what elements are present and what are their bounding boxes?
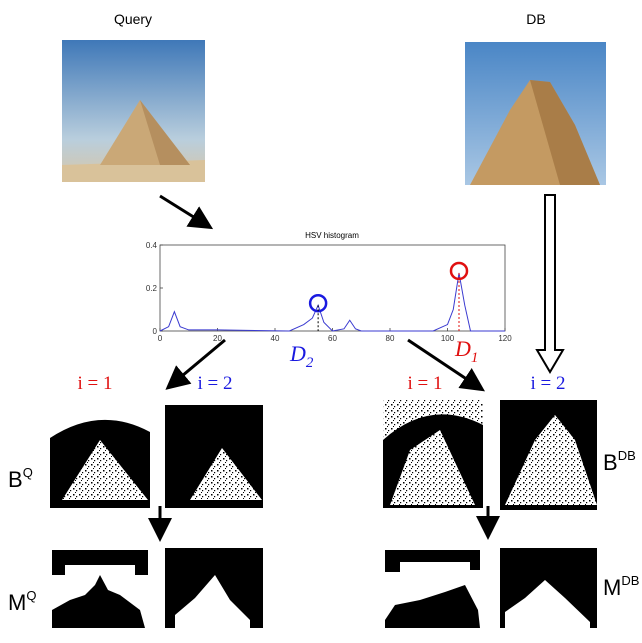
mask-base: M bbox=[8, 590, 26, 615]
x-tick-label: 120 bbox=[498, 334, 512, 343]
peak-symbol: D bbox=[454, 336, 471, 361]
index-label: i = 2 bbox=[531, 373, 566, 394]
index-label: i = 2 bbox=[198, 373, 233, 394]
y-tick-label: 0.2 bbox=[146, 284, 158, 293]
mask-sup: DB bbox=[621, 573, 639, 588]
mask-label: BQ bbox=[8, 465, 33, 492]
index-label: i = 1 bbox=[408, 373, 443, 394]
mask-mq1 bbox=[50, 548, 150, 628]
mask-label: MDB bbox=[603, 573, 639, 600]
mask-base: B bbox=[8, 467, 23, 492]
x-tick-label: 60 bbox=[328, 334, 337, 343]
arrow bbox=[160, 196, 208, 226]
peak-subscript: 2 bbox=[306, 355, 314, 371]
histogram-title: HSV histogram bbox=[305, 231, 359, 240]
mask-label: MQ bbox=[8, 588, 36, 615]
x-tick-label: 20 bbox=[213, 334, 222, 343]
mask-bdb2 bbox=[500, 400, 597, 510]
x-tick-label: 100 bbox=[441, 334, 455, 343]
peak-label: D1 bbox=[454, 336, 478, 366]
mask-sup: Q bbox=[23, 465, 33, 480]
diagram: Query DB HSV histogram 02040608010012000… bbox=[0, 0, 642, 643]
page: Query DB HSV histogram 02040608010012000… bbox=[0, 0, 642, 643]
peak-label: D2 bbox=[289, 341, 314, 371]
mask-bdb1 bbox=[383, 400, 483, 508]
mask-label: BDB bbox=[603, 448, 636, 475]
db-image bbox=[465, 42, 606, 185]
x-tick-label: 0 bbox=[158, 334, 163, 343]
x-tick-label: 40 bbox=[271, 334, 280, 343]
y-tick-label: 0 bbox=[153, 327, 158, 336]
y-tick-label: 0.4 bbox=[146, 241, 158, 250]
peak-subscript: 1 bbox=[471, 350, 479, 366]
query-label: Query bbox=[114, 11, 152, 27]
peak-symbol: D bbox=[289, 341, 306, 366]
mask-sup: Q bbox=[26, 588, 36, 603]
mask-sup: DB bbox=[618, 448, 636, 463]
mask-bq2 bbox=[165, 405, 263, 508]
x-tick-label: 80 bbox=[386, 334, 395, 343]
db-label: DB bbox=[526, 11, 545, 27]
index-label: i = 1 bbox=[78, 373, 113, 394]
query-image bbox=[62, 40, 205, 182]
mask-mdb2 bbox=[500, 548, 597, 628]
mask-base: B bbox=[603, 450, 618, 475]
hollow-arrow bbox=[537, 195, 563, 372]
plot-frame bbox=[160, 245, 505, 331]
mask-mdb1 bbox=[383, 548, 483, 628]
mask-mq2 bbox=[165, 548, 263, 628]
mask-base: M bbox=[603, 575, 621, 600]
mask-bq1 bbox=[50, 402, 150, 508]
